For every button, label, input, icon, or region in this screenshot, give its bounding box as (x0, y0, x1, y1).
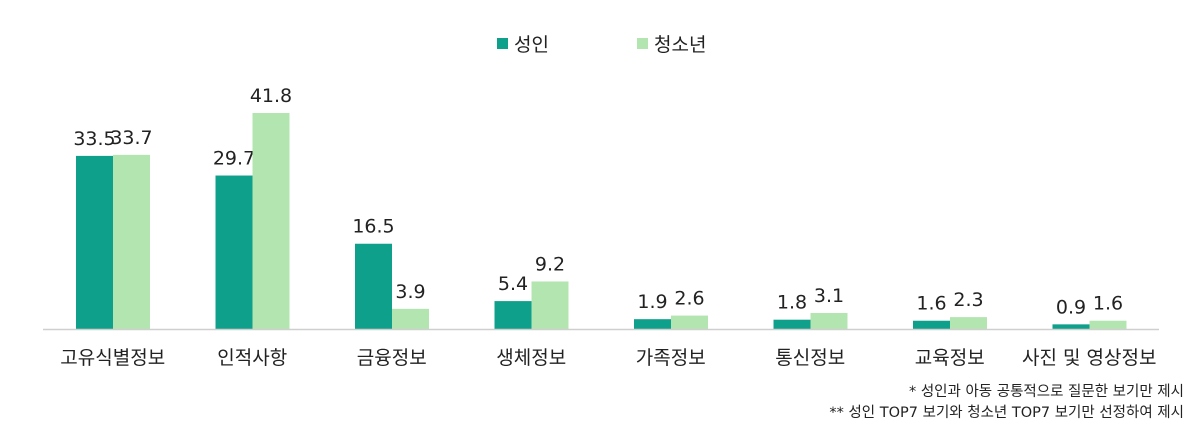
bar-youth-4 (671, 315, 708, 329)
bar-youth-7 (1089, 320, 1127, 329)
category-label-4: 가족정보 (636, 347, 706, 369)
data-label-youth-5: 3.1 (814, 285, 844, 307)
bar-adult-5 (773, 319, 811, 329)
category-label-2: 금융정보 (357, 347, 427, 369)
bar-youth-5 (810, 312, 848, 329)
data-label-youth-2: 3.9 (395, 281, 425, 303)
legend-swatch-adult (497, 38, 508, 49)
category-label-5: 통신정보 (775, 347, 845, 369)
category-label-6: 교육정보 (915, 347, 985, 369)
legend-swatch-youth (637, 38, 648, 49)
data-label-youth-0: 33.7 (110, 127, 152, 149)
chart-legend: 성인 청소년 (0, 30, 1200, 60)
data-label-adult-7: 0.9 (1056, 296, 1086, 318)
data-label-adult-6: 1.6 (916, 293, 946, 315)
legend-label-youth: 청소년 (654, 34, 707, 56)
bar-youth-1 (252, 113, 290, 329)
category-label-3: 생체정보 (496, 347, 566, 369)
bar-adult-6 (913, 320, 950, 329)
bar-adult-0 (76, 155, 113, 329)
bar-youth-0 (113, 154, 150, 329)
bar-adult-7 (1052, 324, 1090, 329)
bar-adult-2 (355, 243, 392, 329)
bar-youth-3 (531, 281, 569, 329)
bar-adult-4 (634, 319, 671, 329)
bar-youth-6 (950, 317, 987, 329)
footnote-2: ** 성인 TOP7 보기와 청소년 TOP7 보기만 선정하여 제시 (829, 405, 1184, 421)
category-label-0: 고유식별정보 (60, 347, 165, 369)
category-label-1: 인적사항 (217, 347, 287, 369)
bar-adult-3 (494, 301, 532, 329)
legend-item-adult: 성인 (497, 30, 549, 57)
data-label-youth-3: 9.2 (535, 253, 565, 275)
footnote-1: * 성인과 아동 공통적으로 질문한 보기만 제시 (908, 384, 1184, 400)
data-label-youth-6: 2.3 (953, 289, 983, 311)
bar-adult-1 (215, 175, 253, 329)
data-label-adult-2: 16.5 (352, 216, 394, 238)
data-label-adult-4: 1.9 (637, 291, 667, 313)
data-label-adult-5: 1.8 (777, 292, 807, 314)
data-label-adult-3: 5.4 (498, 273, 528, 295)
data-label-youth-4: 2.6 (674, 288, 704, 310)
category-label-7: 사진 및 영상정보 (1022, 347, 1156, 369)
data-label-youth-1: 41.8 (250, 85, 292, 107)
bar-youth-2 (392, 308, 429, 329)
data-label-adult-0: 33.5 (73, 128, 115, 150)
footnotes: * 성인과 아동 공통적으로 질문한 보기만 제시 ** 성인 TOP7 보기와… (829, 382, 1184, 424)
data-label-adult-1: 29.7 (213, 148, 255, 170)
legend-label-adult: 성인 (514, 34, 549, 56)
data-label-youth-7: 1.6 (1093, 293, 1123, 315)
legend-item-youth: 청소년 (637, 30, 706, 57)
